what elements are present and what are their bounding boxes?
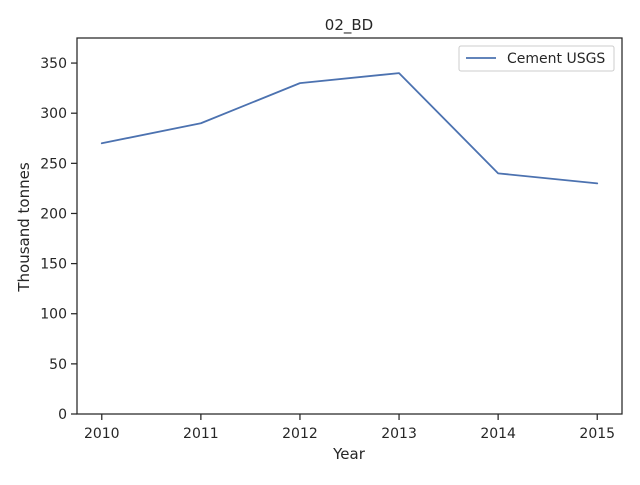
- plot-frame: [76, 37, 623, 415]
- y-tick-label: 100: [40, 307, 67, 323]
- y-tick-label: 0: [58, 407, 67, 423]
- y-tick-label: 150: [40, 257, 67, 273]
- y-tick-label: 50: [49, 357, 67, 373]
- y-tick-label: 250: [40, 156, 67, 172]
- x-tick-label: 2014: [480, 426, 516, 442]
- x-tick-label: 2011: [183, 426, 219, 442]
- chart-title: 02_BD: [325, 16, 373, 35]
- x-tick-label: 2010: [84, 426, 120, 442]
- series-line-cement-usgs: [100, 72, 599, 185]
- legend-label-cement-usgs: Cement USGS: [507, 51, 605, 67]
- y-tick-label: 300: [40, 106, 67, 122]
- y-axis-ticks: 0 50 100 150 200 250 300 350: [40, 56, 77, 423]
- x-tick-label: 2013: [381, 426, 417, 442]
- y-axis-label: Thousand tonnes: [15, 162, 33, 292]
- x-tick-label: 2012: [282, 426, 318, 442]
- y-tick-label: 350: [40, 56, 67, 72]
- legend: Cement USGS: [458, 45, 615, 72]
- legend-box: [458, 45, 615, 72]
- x-axis-ticks: 2010 2011 2012 2013 2014 2015: [84, 414, 615, 442]
- x-axis-label: Year: [332, 445, 366, 463]
- y-tick-label: 200: [40, 206, 67, 222]
- series-layer: [100, 72, 599, 185]
- x-tick-label: 2015: [579, 426, 615, 442]
